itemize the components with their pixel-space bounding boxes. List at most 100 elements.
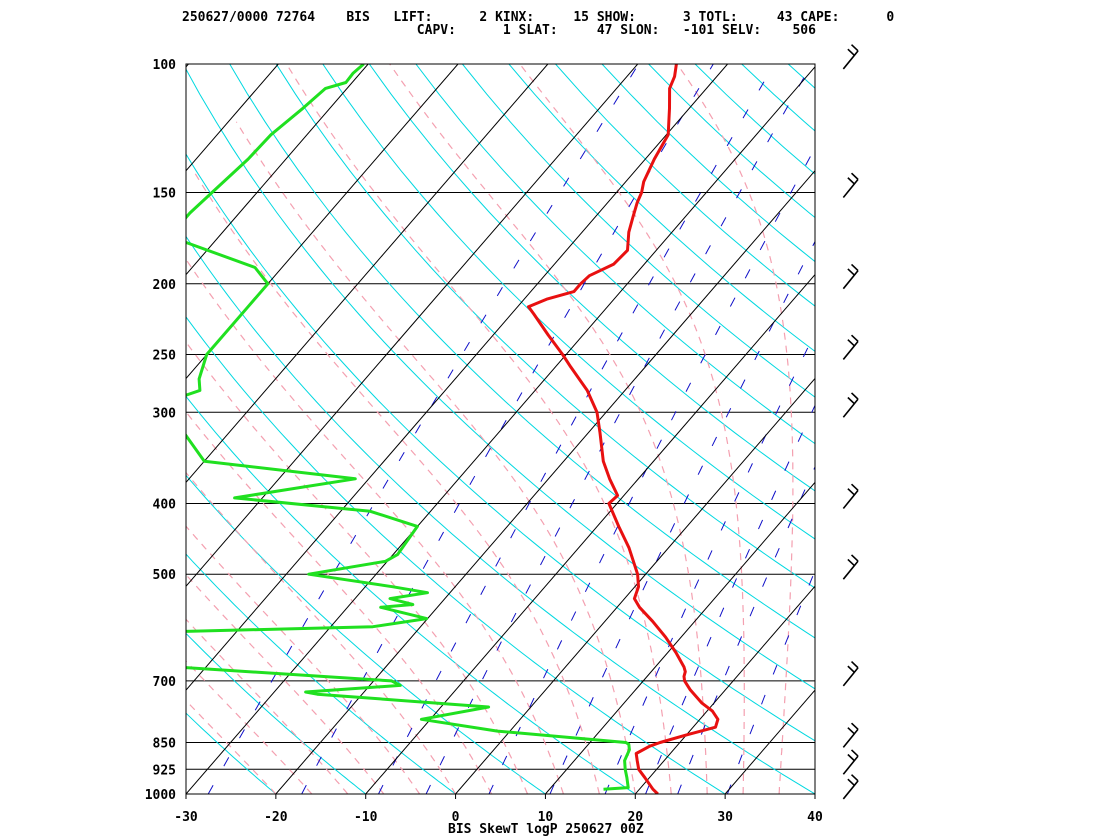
moist-adiabat-line: [186, 573, 385, 794]
moist-adiabat-line: [676, 64, 794, 794]
wind-barb-feather: [847, 339, 855, 347]
dry-adiabat-line: [787, 64, 815, 89]
wind-barb-feather: [847, 665, 855, 673]
dry-adiabat-line: [186, 474, 546, 794]
pressure-tick-label: 500: [153, 568, 177, 583]
wind-barb-staff: [842, 340, 859, 360]
wind-barb-feather: [850, 334, 859, 342]
pressure-tick-label: 250: [153, 348, 177, 363]
dry-adiabat-line: [186, 553, 456, 794]
wind-barb-feather: [850, 722, 859, 730]
header-line-1: 250627/0000 72764 BIS LIFT: 2 KINX: 15 S…: [182, 10, 895, 25]
wind-barb-icon: [842, 263, 859, 290]
dry-adiabat-line: [275, 64, 815, 589]
isotherm-line: [186, 64, 728, 691]
wind-barb-feather: [850, 774, 859, 782]
dry-adiabat-line: [186, 395, 636, 794]
wind-barb-feather: [847, 177, 855, 185]
wind-barb-icon: [842, 749, 859, 775]
isotherm-line: [186, 64, 369, 276]
wind-barb-feather: [847, 48, 855, 56]
pressure-tick-label: 1000: [145, 788, 176, 803]
mixing-ratio-line: [604, 331, 815, 794]
moist-adiabat-line: [186, 411, 493, 794]
pressure-tick-label: 200: [153, 278, 177, 293]
moist-adiabat-line: [186, 660, 313, 794]
plot-frame: [185, 63, 816, 795]
mixing-ratio-line: [726, 569, 815, 794]
dry-adiabat-line: [186, 712, 277, 794]
temp-tick-label: 20: [627, 810, 643, 825]
wind-barb-icon: [842, 554, 859, 580]
dry-adiabat-line: [186, 632, 367, 794]
wind-barb-feather: [850, 263, 859, 272]
wind-barb-staff: [842, 780, 859, 800]
wind-barb-icon: [842, 722, 859, 748]
wind-barb-icon: [842, 661, 859, 687]
pressure-tick-label: 400: [153, 498, 177, 513]
dry-adiabat-line: [322, 64, 815, 540]
dry-adiabat-line: [186, 153, 815, 742]
isotherm-line: [186, 64, 549, 484]
temp-tick-label: -30: [174, 810, 198, 825]
wind-barb-feather: [847, 753, 855, 762]
wind-barb-icon: [842, 44, 859, 70]
moist-adiabat-line: [389, 64, 708, 794]
isotherm-line: [724, 689, 815, 794]
isotherm-line: [455, 377, 815, 794]
isotherm-line: [814, 793, 815, 794]
dry-adiabat-line: [601, 64, 815, 263]
moist-adiabat-line: [186, 525, 421, 794]
dry-adiabat-line: [186, 68, 815, 690]
pressure-tick-label: 925: [153, 763, 176, 778]
chart-title: BIS SkewT logP 250627 00Z: [448, 822, 644, 837]
wind-barb-icon: [842, 483, 859, 509]
wind-barb-feather: [847, 268, 855, 276]
moist-adiabat-line: [192, 170, 600, 794]
header-line-2: CAPV: 1 SLAT: 47 SLON: -101 SELV: 506: [182, 23, 816, 38]
wind-barb-feather: [847, 778, 855, 786]
temp-tick-label: 0: [452, 810, 460, 825]
isotherm-line: [634, 585, 815, 794]
wind-barb-icon: [842, 774, 859, 800]
wind-barb-staff: [842, 489, 859, 509]
wind-barb-feather: [850, 172, 859, 180]
mixing-ratio-line: [378, 64, 775, 794]
wind-barb-staff: [842, 667, 859, 687]
wind-barb-feather: [850, 749, 859, 757]
wind-barb-feather: [850, 661, 859, 669]
mixing-ratio-line: [207, 64, 640, 794]
temp-tick-label: 40: [807, 810, 823, 825]
wind-barb-staff: [842, 178, 859, 198]
isotherm-line: [186, 66, 815, 794]
dry-adiabat-line: [368, 64, 815, 492]
temp-tick-label: -20: [264, 810, 288, 825]
wind-barb-staff: [842, 270, 859, 290]
dry-adiabat-line: [229, 64, 815, 639]
dry-adiabat-line: [835, 64, 1120, 794]
wind-barb-staff: [842, 398, 859, 418]
wind-barb-icon: [842, 334, 859, 360]
wind-barb-icon: [842, 172, 859, 198]
wind-barb-feather: [847, 558, 855, 567]
dry-adiabat-line: [694, 64, 815, 175]
dry-adiabat-line: [648, 64, 815, 219]
wind-barb-feather: [850, 44, 859, 52]
moist-adiabat-line: [186, 618, 349, 794]
dry-adiabat-line: [741, 64, 815, 132]
dry-adiabat-line: [462, 64, 815, 398]
pressure-tick-label: 300: [153, 406, 177, 421]
wind-barb-feather: [850, 392, 859, 400]
pressure-tick-label: 850: [153, 736, 177, 751]
moist-adiabat-line: [186, 699, 277, 794]
wind-barb-icon: [842, 392, 859, 418]
dry-adiabat-line: [186, 235, 815, 794]
pressure-tick-label: 700: [153, 675, 177, 690]
wind-barb-staff: [842, 560, 859, 580]
dry-adiabat-line: [415, 64, 815, 445]
isotherm-line: [186, 64, 459, 380]
moist-adiabat-line: [286, 64, 672, 794]
pressure-tick-label: 150: [153, 187, 177, 202]
isotherm-line: [545, 481, 815, 794]
